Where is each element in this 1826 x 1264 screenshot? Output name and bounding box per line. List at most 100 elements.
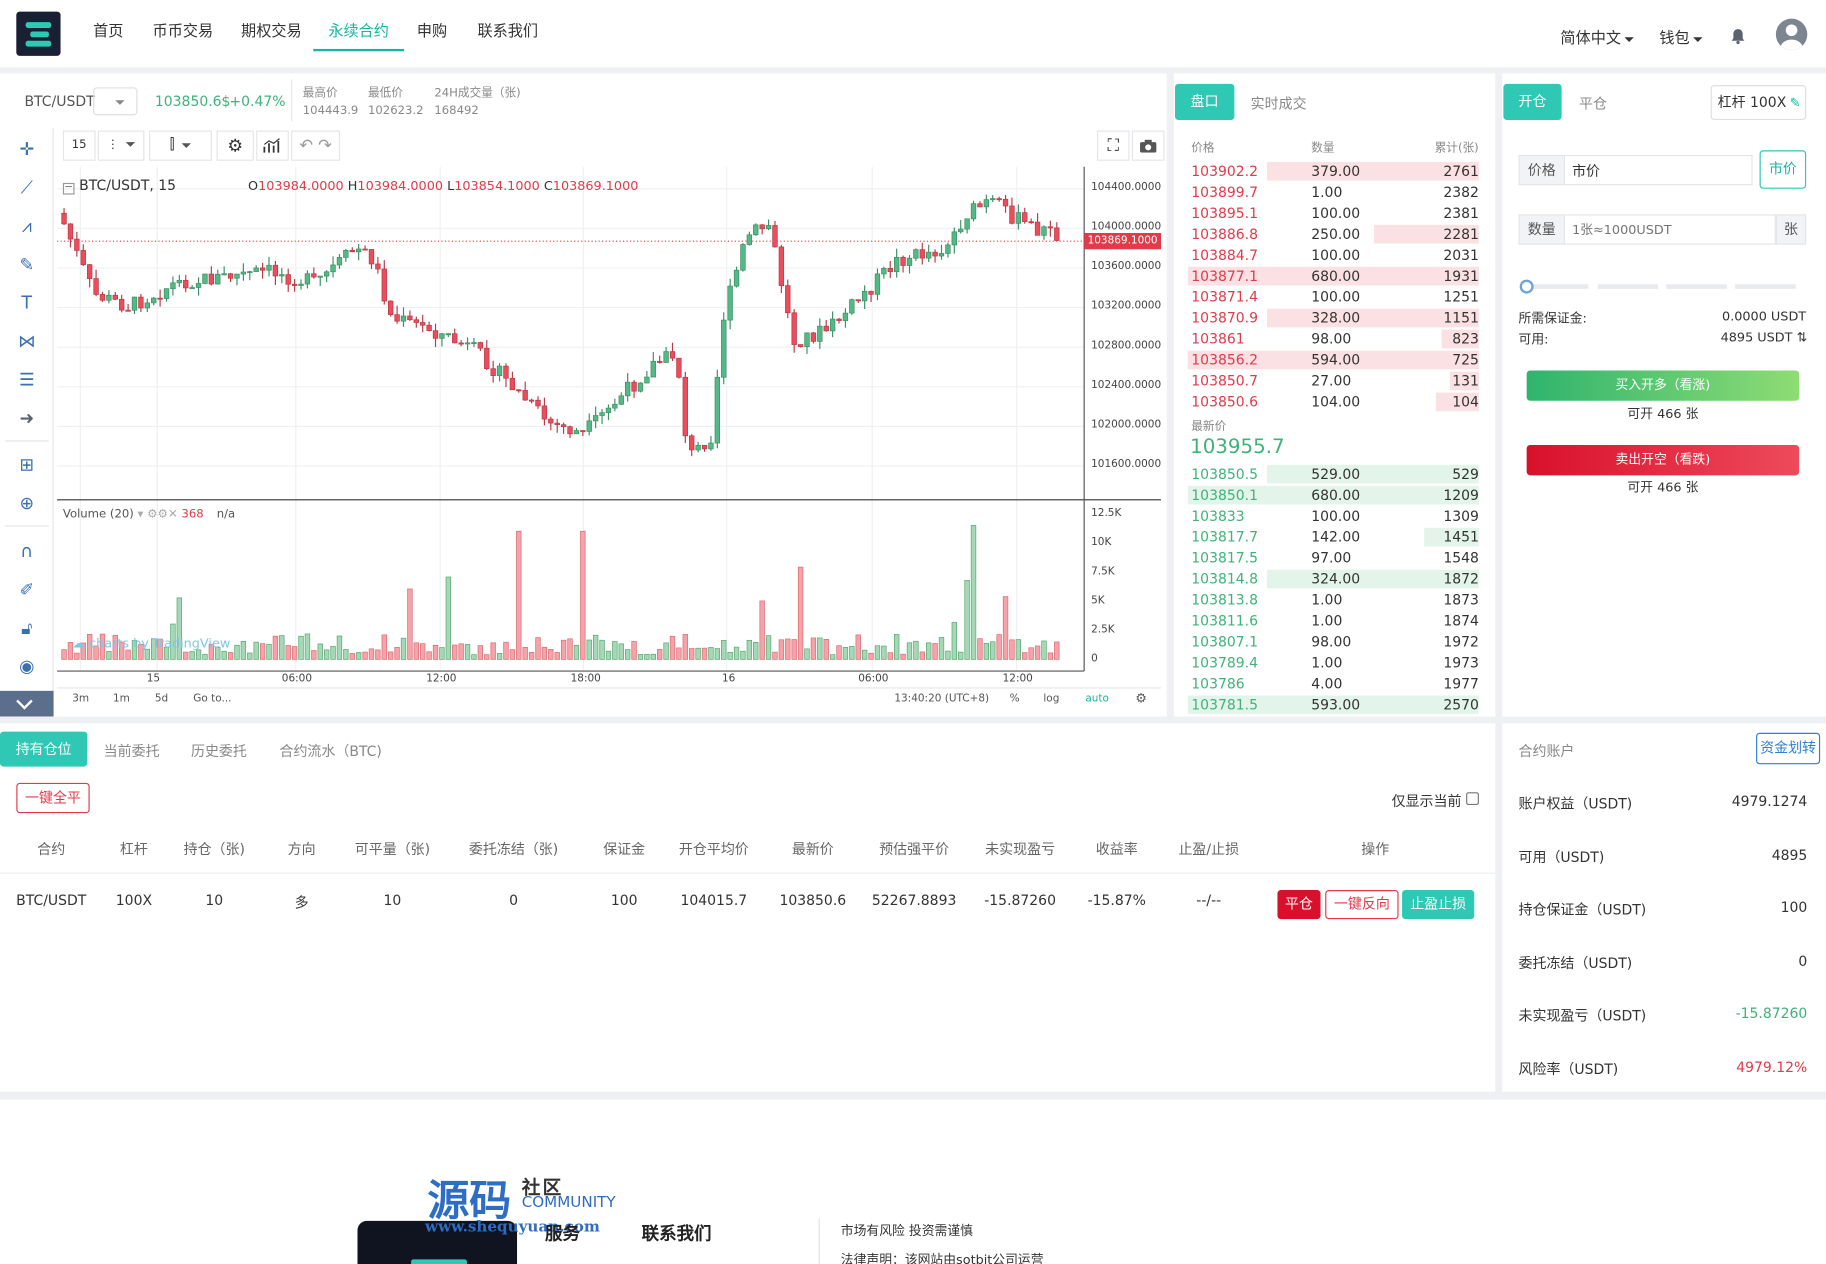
tab-open-orders[interactable]: 当前委托 [103, 743, 160, 760]
only-current-checkbox[interactable] [1466, 792, 1479, 806]
ask-row[interactable]: 103895.1 100.00 2381 [1181, 203, 1486, 224]
log-toggle[interactable]: log [1043, 693, 1060, 705]
tradingview-watermark[interactable]: ☁ charts by TradingView [72, 636, 230, 651]
ask-row[interactable]: 103884.7 100.00 2031 [1181, 245, 1486, 266]
ask-row[interactable]: 103850.6 104.00 104 [1181, 391, 1486, 412]
bid-row[interactable]: 103786 4.00 1977 [1181, 673, 1486, 694]
crosshair-icon[interactable]: ✛ [19, 138, 35, 160]
interval-menu[interactable]: ⋮ [97, 130, 145, 161]
interval-button[interactable]: 15 [62, 130, 96, 161]
market-price-button[interactable]: 市价 [1759, 150, 1807, 189]
tab-orderbook[interactable]: 盘口 [1174, 83, 1235, 120]
ask-row[interactable]: 103886.8 250.00 2281 [1181, 224, 1486, 245]
trendline-icon[interactable]: ⟋ [20, 177, 33, 199]
tab-order-history[interactable]: 历史委托 [190, 743, 247, 760]
lock-draw-icon[interactable]: ✐ [19, 579, 35, 600]
ask-row[interactable]: 103850.7 27.00 131 [1181, 370, 1486, 391]
tab-trades[interactable]: 实时成交 [1250, 95, 1307, 112]
bid-row[interactable]: 103850.1 680.00 1209 [1181, 485, 1486, 506]
bid-row[interactable]: 103817.7 142.00 1451 [1181, 527, 1486, 548]
close-all-button[interactable]: 一键全平 [16, 782, 90, 814]
bid-row[interactable]: 103781.5 593.00 2570 [1181, 694, 1486, 715]
tp-sl-button[interactable]: 止盈止损 [1402, 890, 1475, 920]
candle-type-button[interactable]: ⫿ [149, 130, 212, 161]
buy-long-button[interactable]: 买入开多（看涨) [1526, 370, 1800, 401]
avatar[interactable] [1775, 18, 1808, 51]
account-row-label: 账户权益（USDT) [1518, 795, 1633, 813]
wallet-menu[interactable]: 钱包 [1659, 26, 1703, 48]
measure-icon[interactable]: ⊞ [19, 454, 35, 476]
bid-row[interactable]: 103833 100.00 1309 [1181, 506, 1486, 527]
bid-row[interactable]: 103814.8 324.00 1872 [1181, 569, 1486, 590]
chart-settings-icon[interactable]: ⚙ [1135, 690, 1147, 706]
leverage-button[interactable]: 杠杆 100X ✎ [1710, 85, 1807, 120]
range-3m[interactable]: 3m [72, 693, 90, 705]
volume-bar [522, 646, 528, 660]
ask-row[interactable]: 103856.2 594.00 725 [1181, 350, 1486, 371]
text-tool-icon[interactable]: T [21, 292, 33, 314]
pattern-icon[interactable]: ⋈ [18, 330, 36, 352]
zoom-icon[interactable]: ⊕ [19, 492, 35, 514]
ask-row[interactable]: 103861 98.00 823 [1181, 329, 1486, 350]
nav-item-contact[interactable]: 联系我们 [477, 23, 539, 41]
fund-transfer-button[interactable]: 资金划转 [1756, 732, 1821, 765]
ask-row[interactable]: 103870.9 328.00 1151 [1181, 308, 1486, 329]
sell-short-button[interactable]: 卖出开空（看跌) [1526, 445, 1800, 476]
nav-item-home[interactable]: 首页 [93, 23, 124, 41]
footer-contact[interactable]: 联系我们 [641, 1223, 712, 1245]
candle [516, 389, 522, 392]
range-1m[interactable]: 1m [112, 693, 130, 705]
pair-dropdown[interactable] [93, 87, 138, 116]
bid-row[interactable]: 103850.5 529.00 529 [1181, 464, 1486, 485]
lock-icon[interactable]: 🔓︎ [21, 617, 33, 639]
settings-gear-icon[interactable]: ⚙ [216, 130, 254, 161]
price-input[interactable] [1565, 154, 1753, 186]
bid-row[interactable]: 103807.1 98.00 1972 [1181, 631, 1486, 652]
footer-service[interactable]: 服务 [544, 1223, 580, 1245]
eye-icon[interactable]: ◉ [19, 655, 35, 677]
price-pane[interactable] [57, 166, 1085, 500]
language-select[interactable]: 简体中文 [1560, 26, 1634, 48]
range-5d[interactable]: 5d [154, 693, 169, 705]
tab-open[interactable]: 开仓 [1503, 83, 1562, 120]
collapse-toolbar-icon[interactable] [0, 690, 54, 717]
bid-row[interactable]: 103813.8 1.00 1873 [1181, 589, 1486, 610]
bid-row[interactable]: 103817.5 97.00 1548 [1181, 548, 1486, 569]
ask-row[interactable]: 103902.2 379.00 2761 [1181, 161, 1486, 182]
logo[interactable] [16, 11, 61, 56]
fib-icon[interactable]: ☰ [18, 369, 35, 391]
nav-item-options[interactable]: 期权交易 [241, 23, 302, 41]
candlestick-chart[interactable] [57, 166, 1162, 688]
qty-input[interactable] [1565, 214, 1776, 245]
pitchfork-icon[interactable]: ⩘ [21, 215, 32, 237]
nav-item-subscribe[interactable]: 申购 [416, 23, 448, 41]
nav-item-perpetual[interactable]: 永续合约 [313, 0, 405, 52]
tab-contract-ledger[interactable]: 合约流水（BTC) [279, 743, 382, 760]
brush-icon[interactable]: ✎ [19, 253, 35, 275]
percent-toggle[interactable]: % [1009, 693, 1020, 705]
bell-icon[interactable] [1730, 28, 1745, 45]
ask-row[interactable]: 103871.4 100.00 1251 [1181, 287, 1486, 308]
transfer-arrows-icon[interactable]: ⇅ [1796, 329, 1808, 345]
nav-item-spot[interactable]: 币币交易 [152, 23, 214, 41]
reverse-position-button[interactable]: 一键反向 [1325, 890, 1399, 920]
slider-handle[interactable] [1519, 279, 1534, 294]
ask-row[interactable]: 103899.7 1.00 2382 [1181, 182, 1486, 203]
arrow-left-icon[interactable]: ➜ [19, 407, 35, 429]
goto-button[interactable]: Go to... [193, 693, 232, 705]
magnet-icon[interactable]: ∩ [20, 540, 34, 562]
indicators-icon[interactable] [256, 130, 289, 161]
undo-redo-icon[interactable]: ↶ ↷ [291, 130, 341, 161]
tab-positions[interactable]: 持有仓位 [0, 731, 88, 767]
close-position-button[interactable]: 平仓 [1277, 890, 1321, 920]
candle [144, 302, 150, 309]
auto-toggle[interactable]: auto [1085, 693, 1109, 705]
tab-close[interactable]: 平仓 [1579, 95, 1608, 112]
ask-row[interactable]: 103877.1 680.00 1931 [1181, 266, 1486, 287]
bid-row[interactable]: 103811.6 1.00 1874 [1181, 610, 1486, 631]
bid-row[interactable]: 103789.4 1.00 1973 [1181, 652, 1486, 673]
fullscreen-icon[interactable]: ⛶ [1096, 130, 1130, 161]
candle [477, 342, 484, 349]
camera-icon[interactable] [1131, 130, 1165, 161]
qty-slider[interactable] [1519, 277, 1803, 296]
